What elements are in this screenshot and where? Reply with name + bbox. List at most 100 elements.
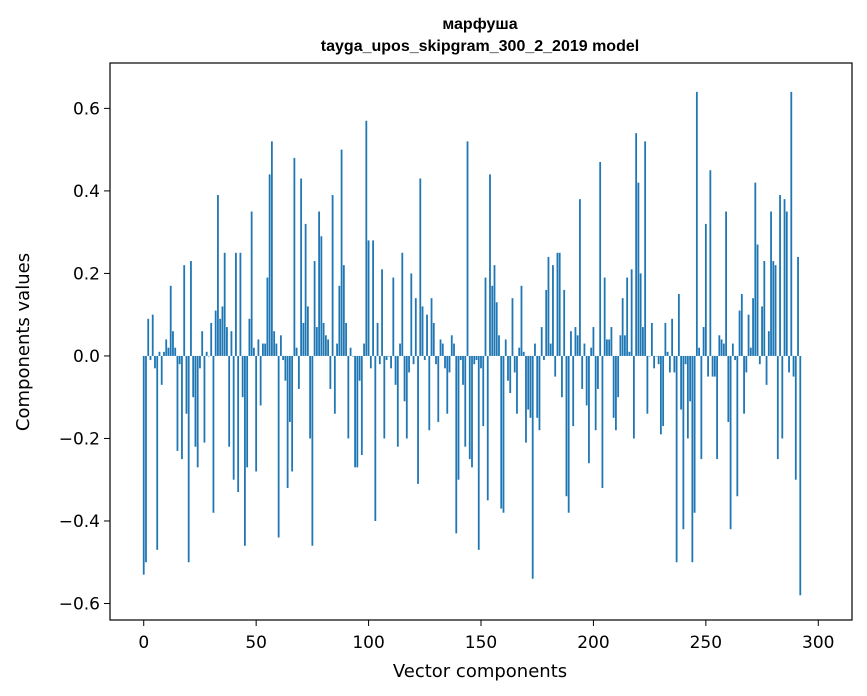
bar: [597, 355, 599, 389]
bar: [480, 355, 482, 369]
x-tick-label: 200: [577, 633, 609, 653]
bar: [300, 178, 303, 356]
y-tick-label: 0.0: [73, 347, 100, 367]
bar: [554, 355, 557, 377]
bar: [286, 355, 289, 488]
bar: [547, 256, 550, 356]
bar: [376, 322, 379, 356]
bar: [720, 339, 723, 356]
bar: [711, 355, 714, 377]
bar: [311, 355, 314, 546]
bar: [509, 355, 512, 394]
bar: [552, 265, 554, 356]
bar: [349, 347, 352, 356]
bar: [484, 277, 487, 356]
bar: [378, 355, 381, 365]
bar: [223, 252, 226, 356]
bar: [630, 269, 633, 356]
bar: [464, 355, 467, 447]
bar: [608, 339, 611, 356]
bar: [275, 343, 278, 356]
bar: [347, 355, 350, 439]
bar: [624, 335, 626, 356]
bar: [785, 211, 788, 356]
bar: [538, 355, 541, 431]
bar: [612, 355, 615, 418]
bar: [176, 355, 179, 451]
bar: [781, 355, 784, 439]
bar: [149, 355, 152, 361]
bar: [205, 351, 208, 356]
bar: [495, 302, 498, 356]
bar: [331, 195, 334, 356]
bar: [713, 355, 716, 377]
bar: [754, 182, 757, 356]
bar: [147, 318, 150, 356]
bar: [178, 355, 181, 365]
bar: [268, 174, 271, 356]
bar: [770, 211, 772, 356]
bar: [410, 273, 413, 356]
x-tick-label: 100: [352, 633, 384, 653]
bar: [621, 298, 624, 356]
bar: [365, 120, 368, 356]
bar: [190, 261, 192, 356]
bar: [525, 355, 527, 443]
bar: [261, 343, 264, 356]
bar: [489, 174, 491, 356]
bar: [579, 199, 581, 356]
bar: [626, 277, 629, 356]
bar: [666, 351, 669, 356]
bar: [270, 141, 273, 356]
bar: [428, 355, 431, 431]
bar: [208, 355, 210, 357]
bar: [192, 355, 195, 398]
bar: [792, 355, 795, 377]
bar: [761, 306, 763, 356]
bar: [293, 157, 296, 356]
bar: [345, 322, 347, 356]
bar: [266, 277, 269, 356]
bar: [606, 339, 608, 356]
bar: [423, 355, 426, 361]
bar: [615, 355, 617, 431]
bar: [457, 355, 460, 480]
y-tick-label: 0.6: [73, 99, 100, 119]
bar: [673, 355, 676, 373]
bar: [468, 355, 471, 460]
bar: [599, 162, 602, 356]
bar: [540, 327, 543, 356]
bar: [309, 355, 312, 439]
bar: [302, 322, 305, 356]
bar: [567, 355, 570, 513]
bar: [259, 355, 262, 406]
bar: [304, 223, 307, 356]
y-tick-label: 0.4: [73, 182, 100, 202]
bar: [399, 343, 401, 356]
bar: [686, 355, 689, 439]
plot-frame: [109, 62, 853, 621]
bar: [675, 355, 678, 563]
bar: [257, 339, 260, 356]
bar: [291, 355, 294, 472]
bar: [154, 355, 156, 369]
bar: [426, 314, 428, 356]
bar: [385, 355, 388, 361]
bar: [788, 355, 790, 373]
bar: [248, 318, 251, 356]
bar: [459, 355, 462, 361]
bar: [199, 355, 201, 369]
bar: [644, 141, 647, 356]
bar: [486, 355, 489, 501]
bar: [693, 355, 696, 513]
bar: [556, 252, 559, 356]
bar: [390, 355, 392, 369]
bar: [513, 355, 516, 373]
bar: [241, 355, 244, 398]
bar: [752, 298, 754, 356]
bar: [430, 298, 433, 356]
bar: [226, 327, 228, 356]
bar: [740, 294, 743, 356]
bar: [536, 355, 539, 418]
bar: [729, 355, 732, 530]
